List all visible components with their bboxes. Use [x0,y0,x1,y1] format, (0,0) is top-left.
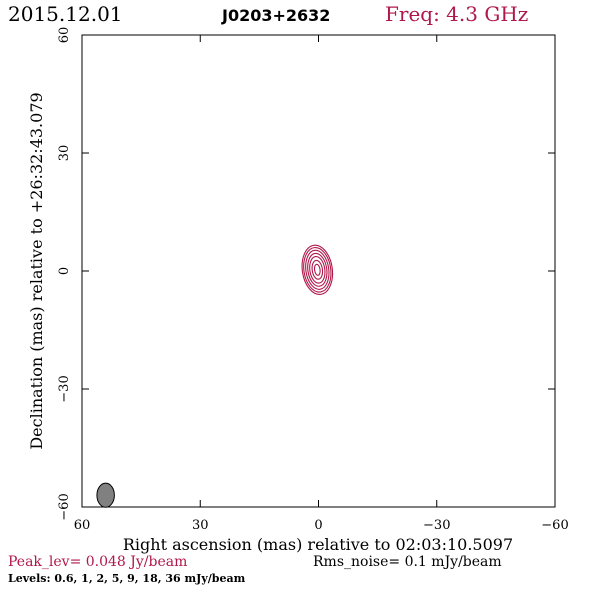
y-tick-label: 0 [57,267,72,275]
rms-noise: Rms_noise= 0.1 mJy/beam [313,554,502,570]
y-tick-label: −60 [57,493,72,520]
x-tick-label: −30 [423,518,450,533]
peak-level: Peak_lev= 0.048 Jy/beam [8,554,187,570]
x-tick-labels: 60 30 0 −30 −60 [74,518,569,533]
contour-level-2 [305,249,330,290]
contour-levels: Levels: 0.6, 1, 2, 5, 9, 18, 36 mJy/beam [8,572,246,585]
frequency-label: Freq: 4.3 GHz [385,2,528,26]
beam-ellipse [96,482,115,508]
contour-level-9 [309,255,326,284]
source-contours [301,244,334,295]
axis-ticks [81,34,556,508]
observation-date: 2015.12.01 [8,2,123,26]
x-tick-label: 30 [192,518,209,533]
contour-level-5 [307,252,328,287]
plot-frame [81,34,556,508]
x-axis-label: Right ascension (mas) relative to 02:03:… [123,535,513,554]
x-tick-label: −60 [541,518,568,533]
source-name: J0203+2632 [221,6,330,25]
x-tick-label: 0 [314,518,322,533]
y-tick-labels: −60 −30 0 30 60 [57,27,72,521]
x-tick-label: 60 [74,518,91,533]
y-tick-label: 30 [57,145,72,162]
contour-level-0-6 [301,244,334,295]
y-tick-label: 60 [57,27,72,44]
beam-ellipse-group [96,482,115,508]
contour-level-36 [313,263,321,276]
y-axis-label: Declination (mas) relative to +26:32:43.… [27,92,46,449]
contour-level-18 [311,259,324,280]
y-tick-label: −30 [57,375,72,402]
contour-level-1 [303,246,332,293]
